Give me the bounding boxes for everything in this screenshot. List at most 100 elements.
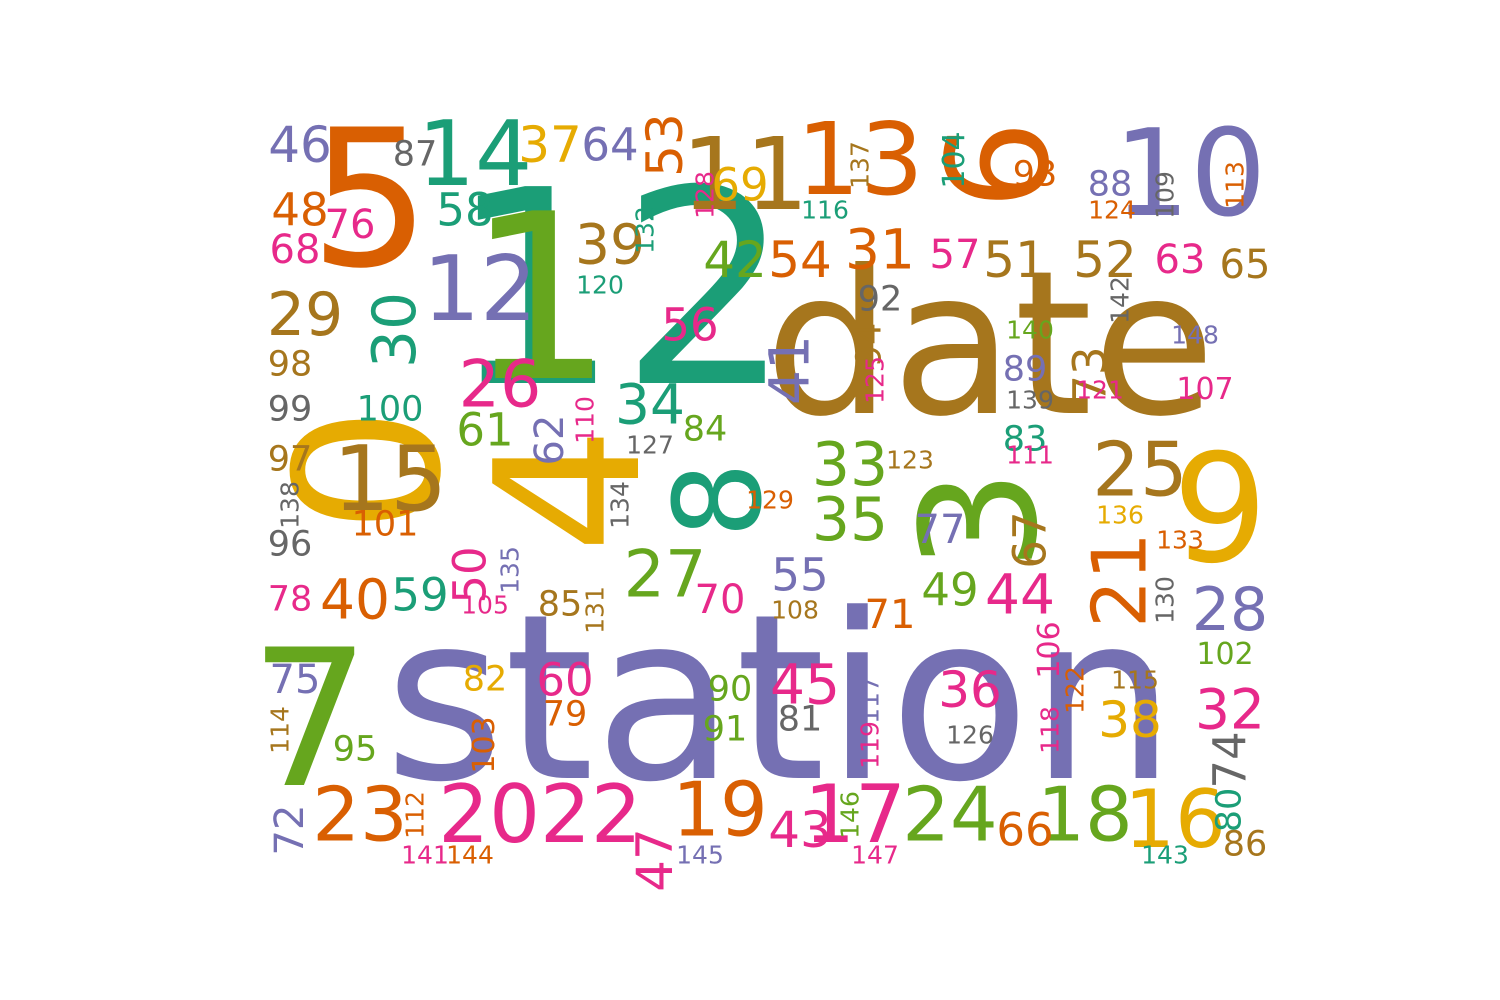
word: 54: [768, 231, 832, 289]
word: 17: [804, 768, 906, 861]
word: 14: [417, 102, 533, 207]
word: 53: [636, 113, 694, 177]
word: 11: [681, 116, 809, 233]
word: 63: [1154, 237, 1206, 283]
word: 90: [707, 669, 753, 710]
word: 119: [855, 721, 885, 769]
word: 37: [518, 116, 582, 174]
word: 104: [937, 131, 972, 189]
word: 107: [1176, 372, 1234, 407]
word: 26: [458, 347, 542, 423]
word: 12: [422, 237, 538, 342]
word: 136: [1096, 500, 1144, 530]
word: 38: [1098, 691, 1162, 749]
word: 55: [771, 548, 829, 602]
word: 114: [265, 706, 295, 754]
word: 56: [661, 298, 719, 352]
word: 75: [269, 657, 321, 703]
word: 47: [626, 828, 684, 892]
word: 61: [456, 403, 514, 457]
word: 76: [324, 202, 376, 248]
word: 133: [1156, 525, 1204, 555]
word: 7: [249, 609, 371, 830]
word: 1: [466, 166, 614, 433]
word: 12: [448, 132, 792, 447]
word: 48: [271, 183, 329, 237]
word: 147: [851, 840, 899, 870]
word: 139: [1006, 385, 1054, 415]
word: 2022: [438, 768, 642, 861]
word: 82: [462, 659, 508, 700]
word: 78: [267, 579, 313, 620]
word: 64: [581, 118, 639, 172]
word: 112: [400, 791, 430, 839]
word: 44: [985, 562, 1055, 627]
word: 100: [356, 389, 424, 430]
word: 28: [1191, 575, 1269, 645]
word: 95: [332, 729, 378, 770]
word: 83: [1002, 419, 1048, 460]
word: 88: [1087, 164, 1133, 205]
word: 70: [694, 577, 746, 623]
word: 98: [267, 344, 313, 385]
word: 25: [1092, 425, 1188, 514]
word: 10: [1113, 105, 1267, 244]
word: 116: [801, 195, 849, 225]
word: 21: [1075, 532, 1164, 628]
word: 77: [914, 507, 966, 553]
word: 92: [857, 279, 903, 320]
word: 134: [605, 481, 635, 529]
word: 89: [1002, 349, 1048, 390]
word: 123: [886, 445, 934, 475]
word: 46: [268, 116, 332, 174]
word: 66: [996, 803, 1054, 857]
word: 146: [835, 791, 865, 839]
word: 113: [1220, 161, 1250, 209]
word: 138: [275, 481, 305, 529]
word: 126: [946, 720, 994, 750]
word: 29: [266, 280, 344, 350]
word: 93: [1012, 154, 1058, 195]
word: 148: [1171, 320, 1219, 350]
word: 143: [1141, 840, 1189, 870]
word: 34: [615, 372, 685, 437]
word: 49: [921, 563, 979, 617]
word: 57: [929, 232, 981, 278]
word: 30: [360, 291, 430, 369]
word: 121: [1076, 375, 1124, 405]
word: 79: [542, 694, 588, 735]
word: 99: [267, 389, 313, 430]
word: 96: [267, 524, 313, 565]
word: 140: [1006, 315, 1054, 345]
word: 84: [682, 409, 728, 450]
word: 74: [1203, 731, 1257, 789]
word: 86: [1222, 824, 1268, 865]
word: 27: [623, 537, 707, 613]
word: 16: [1124, 773, 1226, 866]
word: 110: [570, 396, 600, 444]
word: 118: [1035, 706, 1065, 754]
word: 18: [1037, 770, 1133, 859]
word: 71: [864, 592, 916, 638]
word: 9: [1172, 423, 1268, 597]
word: 67: [1003, 511, 1057, 569]
word: 24: [902, 770, 998, 859]
word: 40: [320, 567, 390, 632]
word: 15: [332, 427, 448, 532]
word: 131: [580, 586, 610, 634]
word: 52: [1073, 231, 1137, 289]
word: 127: [626, 430, 674, 460]
word: 145: [676, 840, 724, 870]
word: 41: [757, 335, 822, 405]
word: 60: [536, 653, 594, 707]
word: 87: [392, 134, 438, 175]
word: 120: [576, 270, 624, 300]
word: 13: [796, 101, 924, 218]
word: 101: [351, 504, 419, 545]
word: 42: [703, 231, 767, 289]
word: date: [764, 228, 1216, 461]
word: 142: [1105, 276, 1135, 324]
word: 33: [811, 430, 889, 500]
word: 117: [855, 676, 885, 724]
word: 5: [309, 89, 431, 310]
